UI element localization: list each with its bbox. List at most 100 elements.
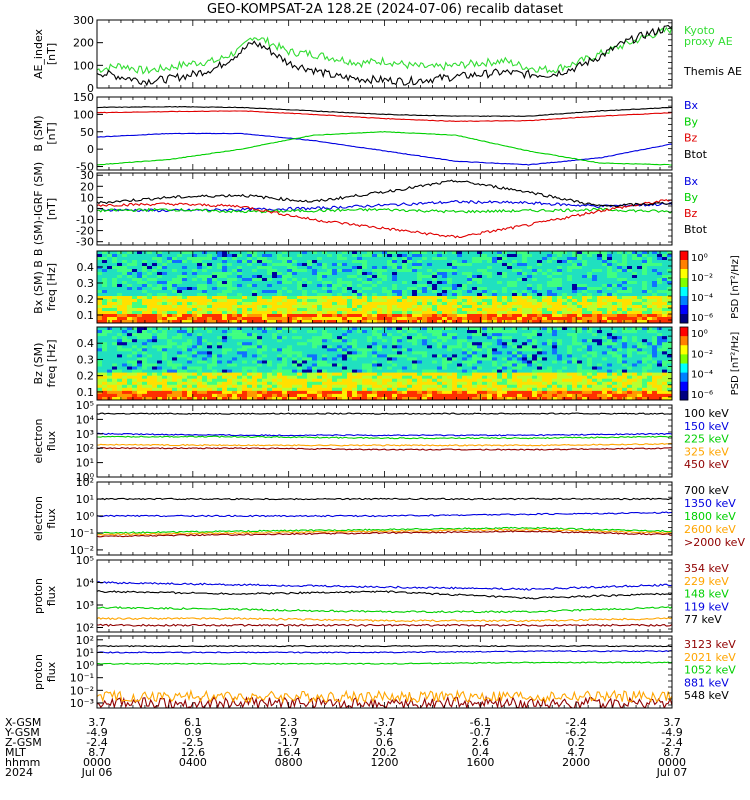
spectrogram-cell — [412, 330, 418, 334]
spectrogram-cell — [492, 296, 498, 300]
spectrogram-cell — [302, 330, 308, 334]
spectrogram-cell — [207, 278, 213, 282]
spectrogram-cell — [312, 308, 318, 312]
spectrogram-cell — [572, 257, 578, 261]
spectrogram-cell — [402, 320, 408, 324]
spectrogram-cell — [627, 305, 633, 309]
spectrogram-cell — [342, 302, 348, 306]
spectrogram-cell — [577, 327, 583, 331]
spectrogram-cell — [412, 302, 418, 306]
spectrogram-cell — [167, 299, 173, 303]
spectrogram-cell — [317, 345, 323, 349]
spectrogram-cell — [152, 257, 158, 261]
spectrogram-cell — [662, 272, 668, 276]
spectrogram-cell — [462, 251, 468, 255]
spectrogram-cell — [392, 357, 398, 361]
spectrogram-cell — [207, 296, 213, 300]
spectrogram-cell — [107, 366, 113, 370]
spectrogram-cell — [392, 369, 398, 373]
spectrogram-cell — [522, 299, 528, 303]
spectrogram-cell — [417, 302, 423, 306]
spectrogram-cell — [547, 260, 553, 264]
spectrogram-cell — [622, 278, 628, 282]
spectrogram-cell — [407, 275, 413, 279]
spectrogram-cell — [137, 293, 143, 297]
spectrogram-cell — [582, 333, 588, 337]
spectrogram-cell — [432, 308, 438, 312]
spectrogram-cell — [322, 339, 328, 343]
spectrogram-cell — [487, 345, 493, 349]
spectrogram-cell — [287, 311, 293, 315]
spectrogram-cell — [572, 311, 578, 315]
spectrogram-cell — [222, 275, 228, 279]
spectrogram-cell — [477, 299, 483, 303]
legend-entry: Bx — [684, 175, 699, 188]
spectrogram-cell — [622, 287, 628, 291]
spectrogram-cell — [467, 330, 473, 334]
spectrogram-cell — [252, 342, 258, 346]
spectrogram-cell — [262, 351, 268, 355]
spectrogram-cell — [257, 263, 263, 267]
spectrogram-cell — [592, 260, 598, 264]
spectrogram-cell — [422, 254, 428, 258]
panel-3-ylabel-line-1: freq [Hz] — [45, 263, 58, 311]
spectrogram-cell — [317, 320, 323, 324]
spectrogram-cell — [582, 308, 588, 312]
spectrogram-cell — [302, 293, 308, 297]
spectrogram-cell — [107, 314, 113, 318]
spectrogram-cell — [177, 363, 183, 367]
spectrogram-cell — [447, 360, 453, 364]
spectrogram-cell — [182, 308, 188, 312]
spectrogram-cell — [372, 336, 378, 340]
spectrogram-cell — [357, 293, 363, 297]
spectrogram-cell — [522, 281, 528, 285]
spectrogram-cell — [402, 354, 408, 358]
spectrogram-cell — [332, 363, 338, 367]
spectrogram-cell — [502, 366, 508, 370]
spectrogram-cell — [397, 336, 403, 340]
spectrogram-cell — [307, 336, 313, 340]
spectrogram-cell — [552, 354, 558, 358]
spectrogram-cell — [362, 290, 368, 294]
spectrogram-cell — [102, 257, 108, 261]
spectrogram-cell — [247, 311, 253, 315]
spectrogram-cell — [202, 284, 208, 288]
spectrogram-cell — [472, 281, 478, 285]
spectrogram-cell — [462, 351, 468, 355]
spectrogram-cell — [302, 339, 308, 343]
spectrogram-cell — [502, 339, 508, 343]
spectrogram-cell — [217, 278, 223, 282]
spectrogram-cell — [342, 369, 348, 373]
spectrogram-cell — [487, 327, 493, 331]
spectrogram-cell — [332, 266, 338, 270]
spectrogram-cell — [562, 296, 568, 300]
spectrogram-cell — [152, 263, 158, 267]
spectrogram-cell — [497, 360, 503, 364]
spectrogram-cell — [632, 360, 638, 364]
spectrogram-cell — [637, 345, 643, 349]
spectrogram-cell — [457, 254, 463, 258]
spectrogram-cell — [587, 296, 593, 300]
spectrogram-cell — [637, 287, 643, 291]
spectrogram-cell — [267, 263, 273, 267]
spectrogram-cell — [252, 260, 258, 264]
spectrogram-cell — [162, 351, 168, 355]
spectrogram-cell — [532, 284, 538, 288]
spectrogram-cell — [487, 366, 493, 370]
spectrogram-cell — [512, 293, 518, 297]
spectrogram-cell — [592, 357, 598, 361]
spectrogram-cell — [332, 257, 338, 261]
spectrogram-cell — [212, 263, 218, 267]
spectrogram-cell — [247, 260, 253, 264]
spectrogram-cell — [302, 345, 308, 349]
spectrogram-cell — [187, 263, 193, 267]
spectrogram-cell — [652, 360, 658, 364]
spectrogram-cell — [577, 366, 583, 370]
spectrogram-cell — [282, 336, 288, 340]
spectrogram-cell — [352, 278, 358, 282]
spectrogram-cell — [562, 351, 568, 355]
spectrogram-cell — [527, 257, 533, 261]
spectrogram-cell — [162, 266, 168, 270]
spectrogram-cell — [502, 354, 508, 358]
spectrogram-cell — [427, 366, 433, 370]
